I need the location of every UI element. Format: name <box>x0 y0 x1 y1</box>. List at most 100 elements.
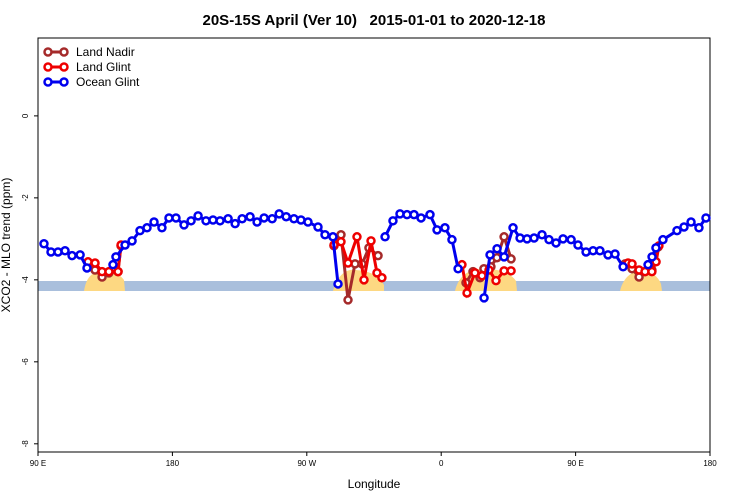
point <box>352 232 362 242</box>
point <box>237 214 247 224</box>
chart-title: 20S-15S April (Ver 10) 2015-01-01 to 202… <box>203 12 546 29</box>
point <box>281 211 291 222</box>
point <box>537 230 547 240</box>
point <box>388 216 398 226</box>
y-tick-label: -6 <box>21 358 30 366</box>
point <box>643 259 653 270</box>
x-tick-label: 90 E <box>567 459 583 468</box>
y-tick-label: 0 <box>21 113 30 118</box>
point <box>440 223 450 233</box>
point <box>647 252 657 262</box>
point <box>333 279 343 289</box>
point <box>573 240 583 250</box>
point <box>313 222 323 232</box>
point <box>120 240 130 250</box>
point <box>610 249 620 259</box>
y-tick-label: -8 <box>21 440 30 448</box>
point <box>82 263 92 273</box>
point <box>551 238 561 248</box>
point <box>508 223 518 233</box>
point <box>544 234 554 245</box>
point <box>686 217 696 227</box>
legend-marker <box>43 77 53 87</box>
point <box>104 266 114 277</box>
y-tick-label: -2 <box>21 194 30 202</box>
point <box>252 217 262 227</box>
point <box>343 295 353 305</box>
point <box>595 245 605 256</box>
point <box>328 232 338 242</box>
point <box>303 217 313 227</box>
legend-marker <box>43 62 53 72</box>
point <box>377 273 387 283</box>
point <box>113 266 123 277</box>
legend-label: Land Nadir <box>76 45 135 59</box>
point <box>701 213 711 223</box>
point <box>499 232 509 242</box>
legend-marker <box>59 77 69 87</box>
point <box>111 252 121 262</box>
point <box>39 239 49 249</box>
point <box>215 216 225 226</box>
x-axis-label: Longitude <box>348 477 401 491</box>
point <box>336 236 346 247</box>
point <box>618 261 628 272</box>
point <box>462 288 472 298</box>
point <box>230 218 240 229</box>
point <box>647 266 657 277</box>
point <box>558 234 568 244</box>
point <box>157 223 167 233</box>
legend-marker <box>59 47 69 57</box>
point <box>186 216 196 226</box>
legend-marker <box>43 47 53 57</box>
y-tick-label: -4 <box>21 276 30 284</box>
point <box>320 230 330 240</box>
point <box>672 225 682 236</box>
x-tick-label: 0 <box>439 459 444 468</box>
legend-label: Land Glint <box>76 60 131 74</box>
x-tick-label: 90 E <box>30 459 46 468</box>
y-axis-label: XCO2 - MLO trend (ppm) <box>0 178 13 313</box>
point <box>566 234 576 245</box>
point <box>529 233 539 243</box>
point <box>223 214 233 224</box>
point <box>477 270 487 281</box>
point <box>67 250 77 261</box>
point <box>658 234 668 245</box>
point <box>416 213 426 223</box>
point <box>479 293 489 303</box>
point <box>432 225 442 235</box>
point <box>694 223 704 233</box>
point <box>108 259 118 270</box>
point <box>491 275 501 286</box>
x-tick-label: 180 <box>166 459 180 468</box>
point <box>366 236 376 246</box>
point <box>627 259 637 269</box>
plot-frame <box>37 37 711 453</box>
point <box>245 211 255 222</box>
point <box>171 213 181 223</box>
point <box>499 252 509 262</box>
point <box>425 209 435 220</box>
legend-marker <box>59 62 69 72</box>
x-tick-label: 90 W <box>297 459 316 468</box>
point <box>506 266 516 276</box>
point <box>447 234 457 245</box>
point <box>149 217 159 227</box>
point <box>60 245 70 256</box>
point <box>679 222 689 232</box>
point <box>380 232 390 242</box>
point <box>75 250 85 260</box>
point <box>492 243 502 254</box>
point <box>142 223 152 233</box>
point <box>485 250 495 260</box>
x-tick-label: 180 <box>703 459 717 468</box>
point <box>359 275 369 285</box>
point <box>409 209 419 220</box>
point <box>193 211 203 221</box>
legend-label: Ocean Glint <box>76 75 140 89</box>
point <box>651 243 661 253</box>
